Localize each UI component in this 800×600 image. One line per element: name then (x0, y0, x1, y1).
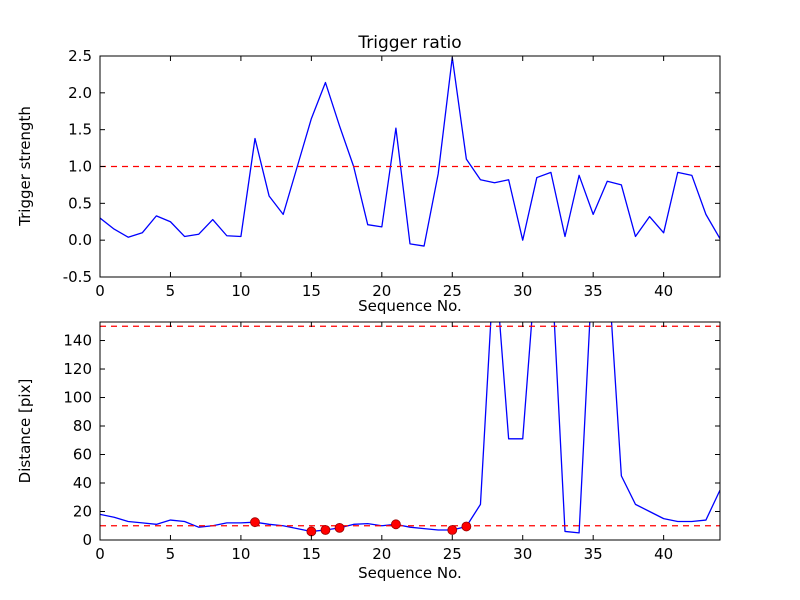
marker-point (461, 521, 472, 532)
top-plot: 0 5 10 15 20 25 30 35 40 -0.5 0.0 0.5 1.0 1.5 2.0 2.5 (63, 47, 721, 300)
y-tick-label: 120 (63, 360, 92, 378)
bottom-xaxis-label: Sequence No. (358, 564, 462, 582)
top-yaxis-label: Trigger strength (16, 106, 34, 227)
x-tick-label: 0 (95, 282, 105, 300)
y-tick-label: 0.5 (68, 194, 92, 212)
x-tick-label: 35 (584, 545, 603, 563)
chart-title: Trigger ratio (357, 33, 461, 53)
x-tick-label: 30 (513, 282, 532, 300)
y-tick-label: 1.5 (68, 121, 92, 139)
y-tick-label: 60 (73, 446, 92, 464)
x-tick-label: 5 (166, 545, 176, 563)
data-line (100, 322, 720, 534)
y-tick-label: 2.0 (68, 84, 92, 102)
x-tick-label: 30 (513, 545, 532, 563)
marker-point (334, 522, 345, 533)
y-tick-label: 20 (73, 503, 92, 521)
marker-point (447, 525, 458, 535)
x-tick-label: 25 (443, 545, 462, 563)
top-xaxis-label: Sequence No. (358, 297, 462, 315)
marker-point (306, 526, 317, 537)
x-tick-label: 20 (372, 545, 391, 563)
x-tick-label: 20 (372, 282, 391, 300)
y-tick-label: 1.0 (68, 158, 92, 176)
x-tick-label: 25 (443, 282, 462, 300)
marker-point (320, 525, 331, 535)
y-tick-label: 100 (63, 389, 92, 407)
y-tick-label: 140 (63, 332, 92, 350)
x-tick-label: 40 (654, 545, 673, 563)
bottom-plot: 0 5 10 15 20 25 30 35 40 0 20 40 60 80 100 120 140 (63, 321, 721, 563)
y-tick-label: 40 (73, 474, 92, 492)
x-tick-label: 0 (95, 545, 105, 563)
y-tick-label: 2.5 (68, 47, 92, 65)
bottom-yaxis-label: Distance [pix] (16, 379, 34, 484)
x-tick-label: 10 (231, 282, 250, 300)
x-tick-label: 40 (654, 282, 673, 300)
marker-point (250, 517, 260, 528)
axes-frame (99, 321, 721, 541)
x-tick-label: 10 (231, 545, 250, 563)
data-line (100, 56, 720, 247)
x-tick-label: 5 (166, 282, 176, 300)
x-tick-label: 15 (302, 282, 321, 300)
x-tick-label: 35 (584, 282, 603, 300)
y-tick-label: 80 (73, 417, 92, 435)
y-tick-label: 0.0 (68, 231, 92, 249)
x-tick-label: 15 (302, 545, 321, 563)
y-tick-label: 0 (82, 531, 92, 549)
marker-point (391, 519, 401, 530)
y-tick-label: -0.5 (63, 268, 92, 286)
